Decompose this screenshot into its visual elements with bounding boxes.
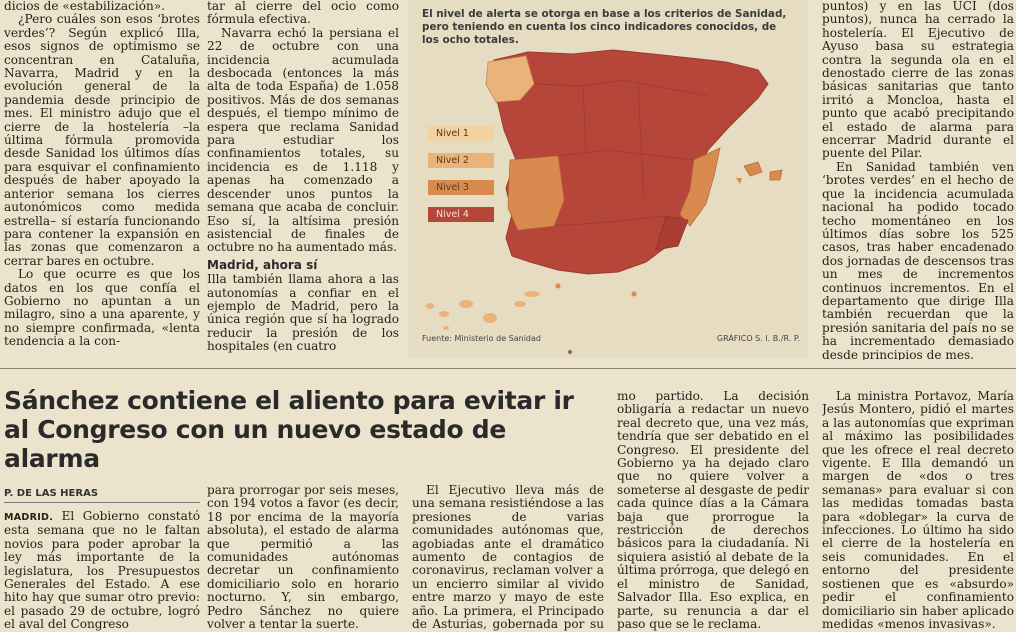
article-col-1: MADRID. El Gobierno constató esta semana… (4, 510, 200, 632)
byline: P. DE LAS HERAS (4, 488, 99, 499)
article-headline: Sánchez contiene el aliento para evitar … (4, 386, 574, 473)
region-valencia (679, 147, 721, 227)
region-borders (533, 79, 709, 227)
dateline: MADRID. (4, 512, 54, 523)
graphic-credit: GRÁFICO S. I. B./R. P. (716, 334, 800, 343)
top-article-col-1: dicios de «estabilización». ¿Pero cuáles… (4, 0, 200, 360)
region-baleares (743, 161, 763, 177)
paragraph: puntos) y en las UCI (dos puntos), nunca… (822, 0, 1014, 161)
paragraph: tar al cierre del ocio como fórmula efec… (207, 0, 399, 27)
top-article-col-2: tar al cierre del ocio como fórmula efec… (207, 0, 399, 360)
paragraph: En Sanidad también ven ‘brotes verdes’ e… (822, 159, 1014, 360)
alert-level-map-graphic: El nivel de alerta se otorga en base a l… (408, 0, 808, 358)
paragraph: MADRID. El Gobierno constató esta semana… (4, 510, 200, 632)
paragraph-text: El Gobierno constató esta semana que no … (4, 510, 200, 632)
paragraph: La ministra Portavoz, María Jesús Monter… (822, 390, 1014, 631)
spain-map (426, 49, 783, 354)
legend-item-nivel-2: Nivel 2 (428, 153, 494, 168)
paragraph: Illa también llama ahora a las autonomía… (207, 272, 399, 354)
paragraph: mo partido. La decisión obligaría a reda… (617, 390, 809, 631)
region-melilla (631, 291, 637, 297)
map-legend: Nivel 1 Nivel 2 Nivel 3 Nivel 4 (428, 126, 494, 234)
region-ceuta (555, 283, 561, 289)
region-extremadura (507, 155, 565, 231)
graphic-source: Fuente: Ministerio de Sanidad (422, 334, 541, 343)
paragraph: Lo que ocurre es que los datos en los qu… (4, 267, 200, 349)
article-col-4: mo partido. La decisión obligaría a reda… (617, 390, 809, 632)
subheading: Madrid, ahora sí (207, 257, 318, 272)
paragraph: dicios de «estabilización». (4, 0, 166, 13)
region-canarias (426, 291, 540, 330)
article-col-5: La ministra Portavoz, María Jesús Monter… (822, 390, 1014, 632)
paragraph: El Ejecutivo lleva más de una semana res… (412, 484, 604, 632)
top-article-col-3: puntos) y en las UCI (dos puntos), nunca… (822, 0, 1014, 360)
paragraph: ¿Pero cuáles son esos ‘brotes verdes’? S… (4, 12, 200, 268)
article-col-3: El Ejecutivo lleva más de una semana res… (412, 484, 604, 632)
section-divider (0, 368, 1016, 369)
graphic-note: El nivel de alerta se otorga en base a l… (422, 8, 787, 46)
paragraph: para prorrogar por seis meses, con 194 v… (207, 484, 399, 632)
article-col-2: para prorrogar por seis meses, con 194 v… (207, 484, 399, 632)
region-murcia (655, 215, 689, 251)
legend-item-nivel-4: Nivel 4 (428, 207, 494, 222)
legend-item-nivel-1: Nivel 1 (428, 126, 494, 141)
paragraph: Navarra echó la persiana el 22 de octubr… (207, 25, 399, 255)
region-galicia (485, 55, 535, 103)
byline-rule (4, 502, 200, 503)
legend-item-nivel-3: Nivel 3 (428, 180, 494, 195)
